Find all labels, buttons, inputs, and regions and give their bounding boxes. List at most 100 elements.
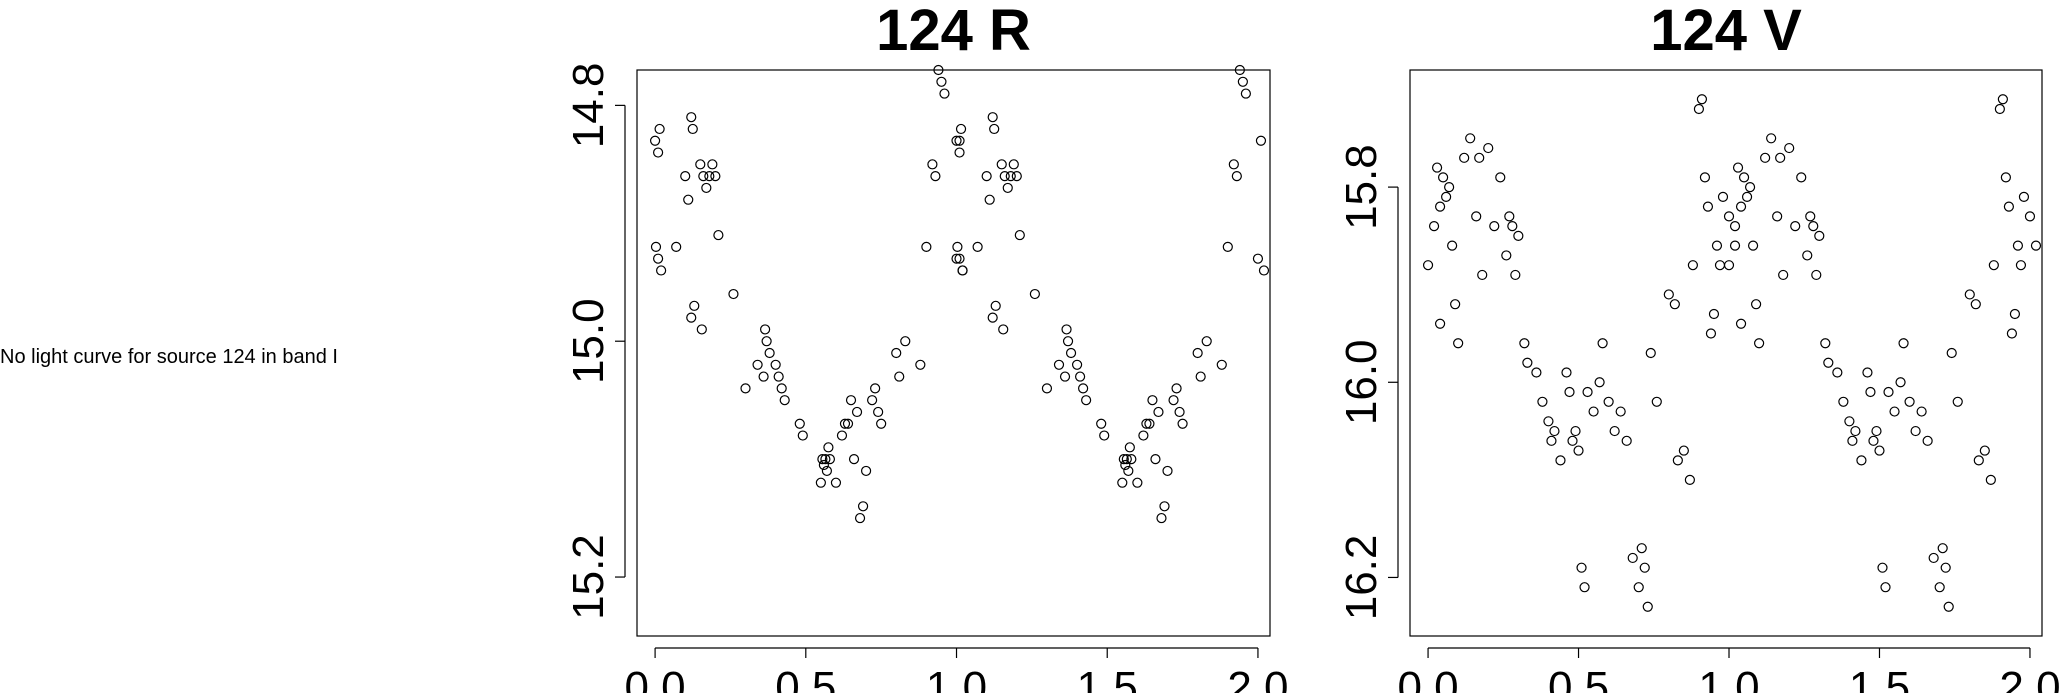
- data-point: [933, 64, 944, 76]
- data-point: [1717, 191, 1729, 202]
- data-point: [1216, 359, 1227, 370]
- data-point: [842, 418, 854, 429]
- data-point: [1519, 338, 1530, 349]
- data-point: [1711, 240, 1723, 251]
- data-point: [1240, 88, 1251, 99]
- data-point: [1501, 250, 1512, 261]
- data-point: [740, 383, 751, 394]
- data-point: [761, 336, 772, 347]
- x-tick-label: 1.0: [926, 663, 987, 693]
- data-point: [2024, 211, 2036, 222]
- data-point: [758, 371, 769, 382]
- data-point: [1865, 386, 1876, 398]
- data-point: [1747, 240, 1759, 251]
- data-point: [1121, 454, 1132, 465]
- data-point: [1258, 265, 1270, 276]
- data-point: [1937, 543, 1948, 554]
- x-tick-label: 1.5: [1077, 663, 1138, 693]
- data-point: [1474, 152, 1485, 163]
- data-point: [1775, 152, 1786, 163]
- data-point: [1847, 435, 1858, 446]
- data-point: [1573, 445, 1584, 456]
- data-point: [900, 336, 911, 347]
- data-point: [1201, 336, 1212, 347]
- data-point: [1252, 253, 1264, 264]
- data-point: [1994, 103, 2005, 115]
- data-point: [1222, 241, 1233, 252]
- data-point: [1071, 359, 1083, 370]
- data-point: [1750, 299, 1762, 310]
- data-point: [1002, 182, 1013, 194]
- data-point: [1696, 94, 1708, 105]
- data-point: [1447, 240, 1458, 251]
- data-point: [1687, 260, 1698, 271]
- data-point: [707, 159, 718, 170]
- data-point: [998, 324, 1009, 335]
- data-point: [1099, 430, 1110, 441]
- data-point: [1132, 477, 1143, 488]
- data-point: [1141, 418, 1152, 429]
- data-point: [891, 347, 902, 359]
- data-point: [1708, 308, 1720, 320]
- data-point: [1549, 425, 1560, 437]
- data-point: [1868, 435, 1879, 446]
- data-point: [1645, 347, 1656, 359]
- data-point: [1582, 386, 1593, 398]
- data-point: [870, 383, 881, 394]
- data-point: [1576, 562, 1587, 573]
- data-point: [921, 241, 932, 252]
- data-point: [836, 430, 848, 441]
- data-point: [984, 194, 995, 205]
- data-point: [764, 347, 775, 359]
- data-point: [1838, 396, 1849, 407]
- data-point: [1922, 435, 1933, 446]
- data-point: [1489, 221, 1500, 232]
- data-point: [689, 300, 700, 311]
- data-point: [1802, 250, 1813, 261]
- data-point: [695, 159, 706, 170]
- x-tick-label: 0.0: [624, 663, 685, 693]
- data-point: [1844, 416, 1855, 427]
- data-point: [1059, 371, 1071, 382]
- data-point: [656, 265, 667, 276]
- data-point: [1754, 338, 1765, 349]
- data-point: [1126, 454, 1137, 465]
- data-point: [1495, 172, 1506, 183]
- data-point: [2006, 328, 2018, 339]
- data-point: [1744, 182, 1756, 193]
- data-point: [1434, 201, 1446, 212]
- y-tick-label: 16.2: [1337, 535, 1386, 621]
- data-point: [1723, 260, 1735, 271]
- y-tick-label: 14.8: [564, 63, 613, 149]
- data-point: [1147, 395, 1158, 406]
- data-point: [1546, 435, 1557, 446]
- data-point: [954, 253, 965, 264]
- data-point: [2015, 260, 2027, 271]
- data-point: [1856, 455, 1867, 466]
- data-point: [2000, 172, 2011, 183]
- data-point: [848, 454, 860, 465]
- data-point: [1820, 338, 1831, 349]
- data-point: [952, 241, 963, 252]
- data-point: [1880, 582, 1891, 593]
- data-point: [1735, 318, 1747, 329]
- data-point: [987, 312, 998, 323]
- data-point: [1871, 425, 1882, 437]
- data-point: [1934, 582, 1945, 593]
- data-point: [1714, 260, 1726, 271]
- y-tick-label: 15.2: [564, 534, 613, 620]
- data-point: [1633, 582, 1644, 593]
- data-point: [1543, 416, 1554, 427]
- data-point: [1997, 94, 2008, 105]
- data-point: [1615, 406, 1626, 417]
- data-point: [989, 123, 1000, 135]
- data-point: [1237, 76, 1248, 87]
- data-point: [728, 288, 739, 300]
- plot-frame: [1409, 69, 2043, 637]
- data-point: [683, 194, 694, 205]
- data-point: [954, 147, 965, 158]
- data-point: [823, 442, 834, 453]
- data-point: [1889, 406, 1900, 417]
- data-point: [1228, 159, 1239, 170]
